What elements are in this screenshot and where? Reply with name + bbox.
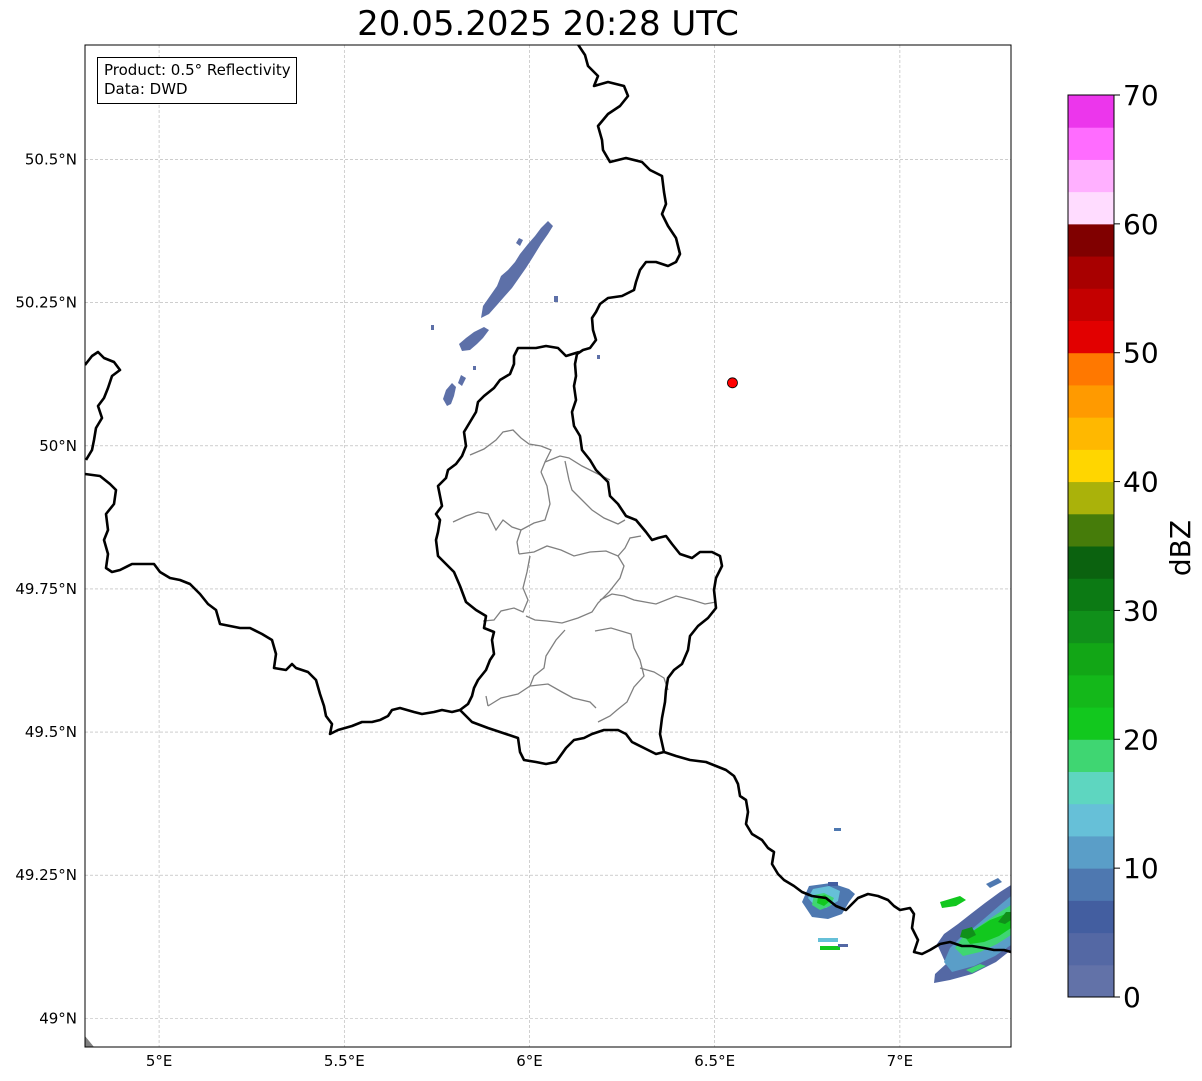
colorbar-segment xyxy=(1068,771,1114,805)
district-borders xyxy=(452,429,717,723)
colorbar-segment xyxy=(1068,256,1114,289)
product-value: 0.5° Reflectivity xyxy=(170,61,291,79)
border-germany-west xyxy=(570,45,724,753)
colorbar-segment xyxy=(1068,578,1114,611)
colorbar-segment xyxy=(1068,384,1114,418)
product-line: Product: 0.5° Reflectivity xyxy=(104,61,291,80)
product-prefix: Product: xyxy=(104,61,171,79)
border-lux-germany-notch xyxy=(434,344,580,712)
colorbar xyxy=(1067,94,1115,998)
colorbar-segment xyxy=(1068,739,1114,772)
lon-tick-label: 5.5°E xyxy=(324,1052,365,1070)
lon-tick-label: 6.5°E xyxy=(694,1052,735,1070)
radar-echoes xyxy=(431,221,1011,983)
colorbar-segment xyxy=(1068,481,1114,515)
data-value: DWD xyxy=(149,80,188,98)
colorbar-tick-label: 40 xyxy=(1123,466,1159,499)
lat-tick-label: 49.75°N xyxy=(15,580,77,598)
colorbar-segment xyxy=(1068,932,1114,966)
colorbar-segment xyxy=(1068,642,1114,676)
colorbar-segment xyxy=(1068,191,1114,225)
colorbar-ticks: 0 10 20 30 40 50 60 70 xyxy=(1114,79,1159,1014)
colorbar-segment xyxy=(1068,835,1114,869)
axis-tick-labels: 5°E 5.5°E 6°E 6.5°E 7°E 49°N 49.25°N 49.5°N 49.7… xyxy=(15,151,913,1070)
lon-tick-label: 7°E xyxy=(887,1052,914,1070)
lon-tick-label: 5°E xyxy=(146,1052,173,1070)
colorbar-segment xyxy=(1068,546,1114,579)
colorbar-segment xyxy=(1068,674,1114,708)
colorbar-segment xyxy=(1068,449,1114,483)
data-line: Data: DWD xyxy=(104,80,291,99)
map-gridlines xyxy=(85,45,1011,1047)
colorbar-segment xyxy=(1068,159,1114,193)
colorbar-segment xyxy=(1068,223,1114,257)
corner-patch xyxy=(85,1036,94,1047)
colorbar-tick-label: 50 xyxy=(1123,337,1159,370)
colorbar-tick-label: 0 xyxy=(1123,981,1141,1014)
colorbar-segment xyxy=(1068,900,1114,934)
country-borders xyxy=(85,45,1011,956)
colorbar-segment xyxy=(1068,868,1114,901)
info-box: Product: 0.5° Reflectivity Data: DWD xyxy=(97,57,297,104)
colorbar-segment xyxy=(1068,320,1114,354)
map-title: 20.05.2025 20:28 UTC xyxy=(357,4,739,44)
lat-tick-label: 49.5°N xyxy=(25,723,77,741)
radar-site-marker[interactable] xyxy=(727,377,738,389)
colorbar-segment xyxy=(1068,707,1114,740)
lon-tick-label: 6°E xyxy=(516,1052,543,1070)
data-prefix: Data: xyxy=(104,80,150,98)
colorbar-segment xyxy=(1068,610,1114,644)
lat-tick-label: 50.25°N xyxy=(15,294,77,312)
colorbar-tick-label: 30 xyxy=(1123,594,1159,627)
lat-tick-label: 49°N xyxy=(39,1009,77,1027)
colorbar-tick-label: 60 xyxy=(1123,208,1159,241)
border-belgium-west xyxy=(85,350,122,461)
colorbar-segment xyxy=(1068,964,1114,998)
map-frame xyxy=(84,44,1012,1048)
echo-cell-south-east xyxy=(934,878,1011,983)
lat-tick-label: 49.25°N xyxy=(15,866,77,884)
colorbar-segment xyxy=(1068,417,1114,450)
colorbar-segment xyxy=(1068,95,1114,128)
colorbar-tick-label: 70 xyxy=(1123,79,1159,112)
echo-band-north xyxy=(431,221,600,406)
border-france-north xyxy=(85,472,1011,956)
colorbar-segment xyxy=(1068,127,1114,160)
colorbar-segment xyxy=(1068,352,1114,386)
colorbar-tick-label: 10 xyxy=(1123,852,1159,885)
colorbar-segment xyxy=(1068,513,1114,547)
colorbar-segment xyxy=(1068,288,1114,321)
lat-tick-label: 50°N xyxy=(39,437,77,455)
lat-tick-label: 50.5°N xyxy=(25,151,77,169)
colorbar-tick-label: 20 xyxy=(1123,723,1159,756)
colorbar-frame xyxy=(1067,94,1115,998)
colorbar-label: dBZ xyxy=(1164,520,1197,576)
colorbar-segment xyxy=(1068,803,1114,837)
